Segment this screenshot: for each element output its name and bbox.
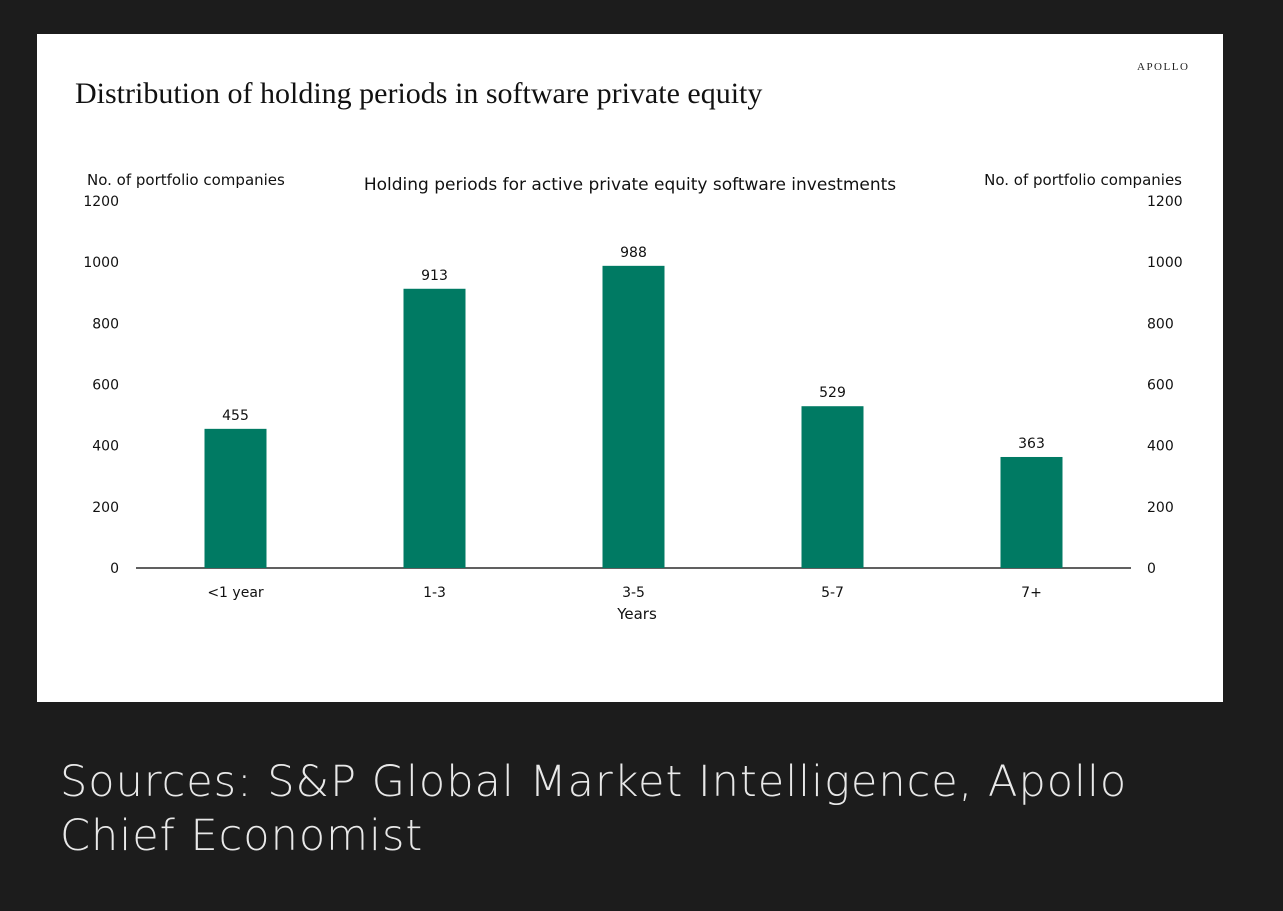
y-tick-label-right: 1200 [1147, 194, 1183, 210]
y-tick-label-right: 0 [1147, 561, 1156, 577]
x-tick-label: 7+ [1021, 585, 1042, 601]
y-tick-label-right: 800 [1147, 316, 1174, 332]
y-axis-label-right: No. of portfolio companies [984, 171, 1182, 189]
y-tick-label-left: 800 [92, 316, 119, 332]
y-tick-label-right: 1000 [1147, 255, 1183, 271]
y-tick-label-left: 1000 [83, 255, 119, 271]
data-label: 455 [222, 408, 249, 424]
y-tick-label-right: 600 [1147, 378, 1174, 394]
x-tick-label: 3-5 [622, 585, 645, 601]
bar-chart: Holding periods for active private equit… [83, 171, 1182, 623]
bar [403, 288, 466, 568]
y-tick-label-left: 400 [92, 439, 119, 455]
x-tick-label: 1-3 [423, 585, 446, 601]
brand-logo-text: APOLLO [1137, 61, 1190, 73]
chart-card: APOLLO Distribution of holding periods i… [37, 34, 1223, 702]
data-label: 988 [620, 245, 647, 261]
y-tick-label-right: 200 [1147, 500, 1174, 516]
data-label: 363 [1018, 436, 1045, 452]
sources-caption: Sources: S&P Global Market Intelligence,… [60, 757, 1128, 861]
data-label: 529 [819, 385, 846, 401]
bar [801, 406, 864, 568]
x-tick-label: <1 year [207, 585, 264, 601]
chart-subtitle: Holding periods for active private equit… [364, 175, 896, 195]
y-tick-label-left: 1200 [83, 194, 119, 210]
page-title: Distribution of holding periods in softw… [75, 77, 763, 110]
bar [602, 265, 665, 568]
x-tick-label: 5-7 [821, 585, 844, 601]
bar [204, 428, 267, 568]
bar [1000, 456, 1063, 568]
data-label: 913 [421, 268, 448, 284]
y-axis-label-left: No. of portfolio companies [87, 171, 285, 189]
y-tick-label-right: 400 [1147, 439, 1174, 455]
x-axis-label: Years [616, 605, 657, 623]
y-tick-label-left: 0 [110, 561, 119, 577]
chart-marks: 455 <1 year 913 1-3 988 3-5 529 5-7 363 7+ 0 0 200 20… [83, 194, 1182, 601]
y-tick-label-left: 200 [92, 500, 119, 516]
y-tick-label-left: 600 [92, 378, 119, 394]
